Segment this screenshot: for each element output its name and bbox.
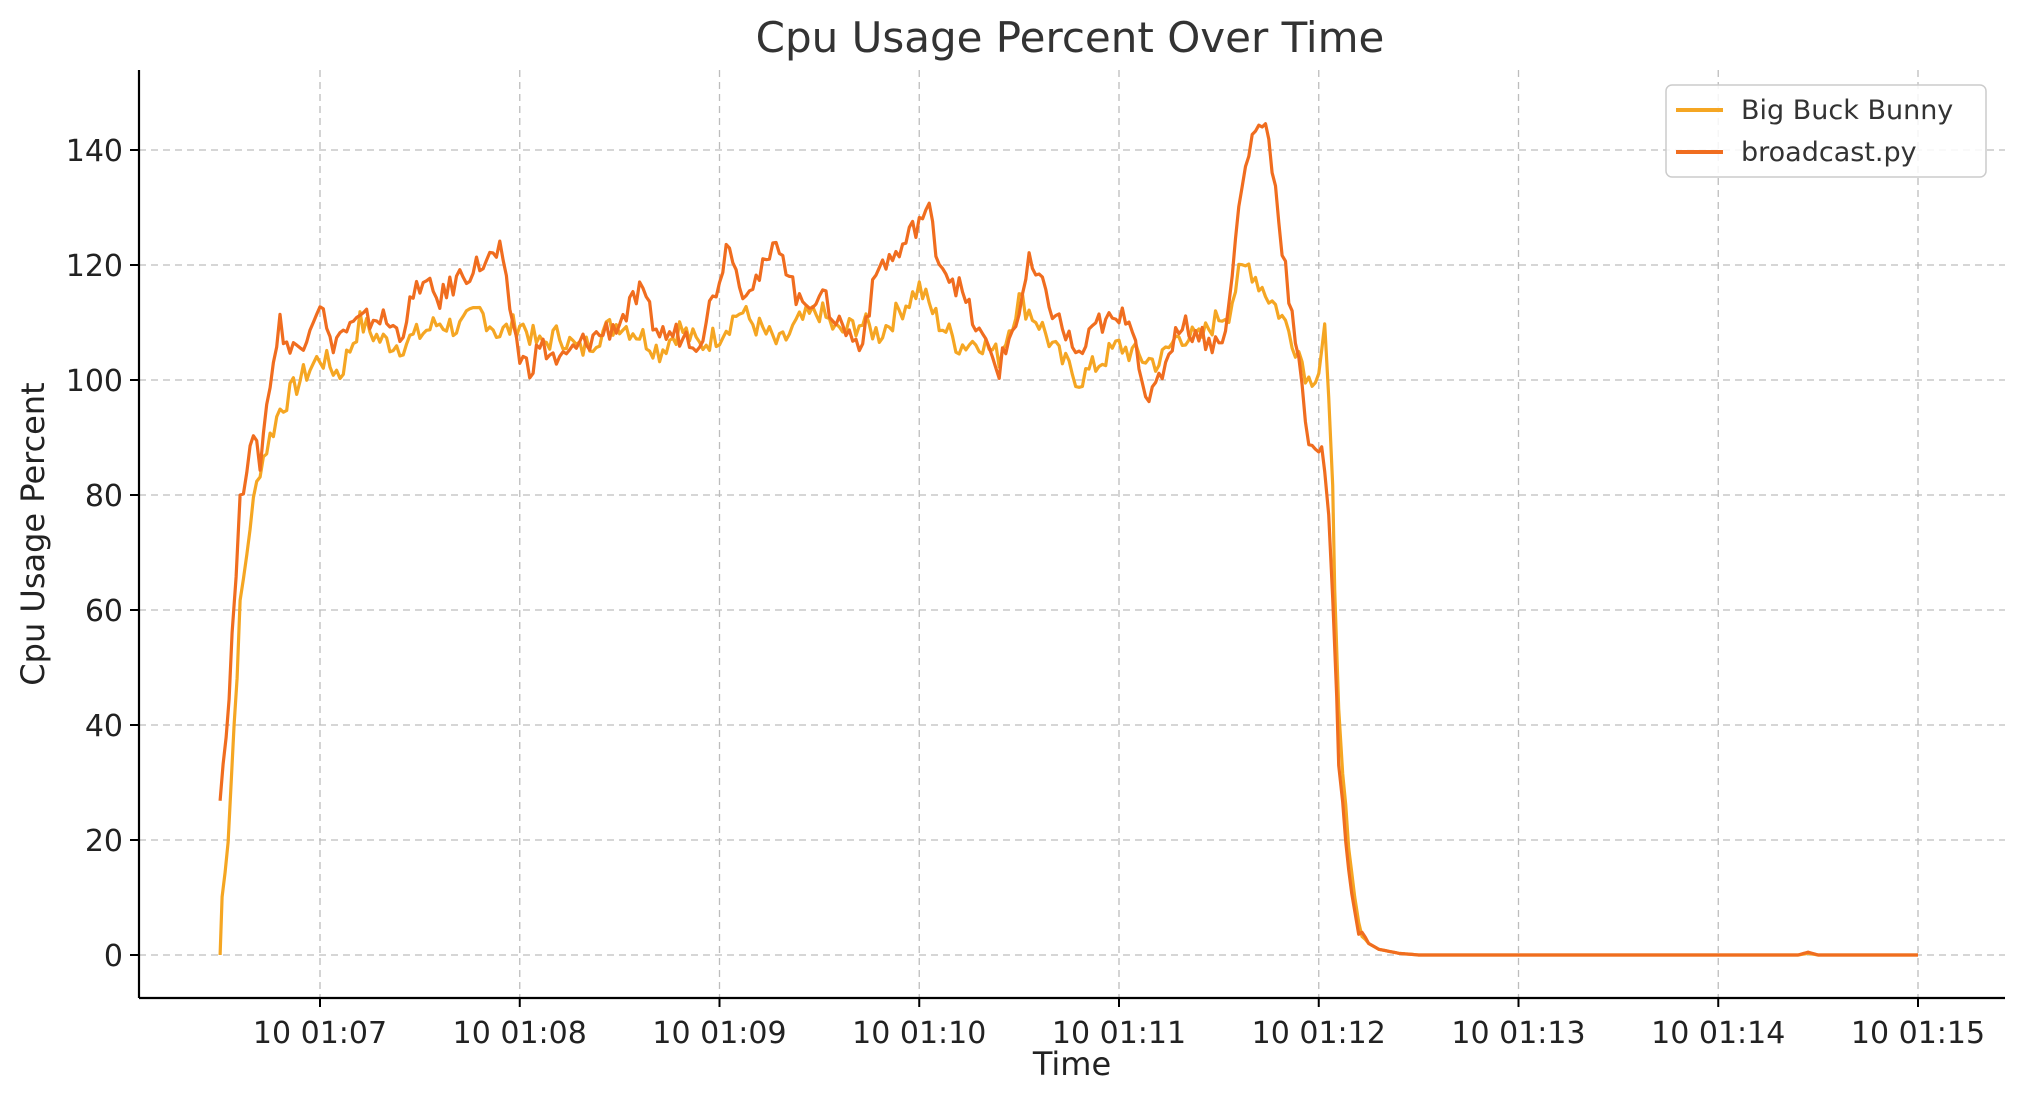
x-tick-label: 10 01:13 <box>1451 1016 1585 1051</box>
x-tick-label: 10 01:08 <box>453 1016 587 1051</box>
gridlines <box>139 70 2005 998</box>
x-tick-label: 10 01:07 <box>253 1016 387 1051</box>
y-tick-label: 20 <box>85 824 123 859</box>
y-ticks: 0 20 40 60 80 100 120 140 <box>66 134 139 974</box>
y-tick-label: 60 <box>85 594 123 629</box>
series-lines <box>218 122 1918 957</box>
x-tick-label: 10 01:14 <box>1651 1016 1785 1051</box>
x-axis-label: Time <box>1032 1045 1111 1083</box>
y-tick-label: 0 <box>104 939 123 974</box>
y-tick-label: 140 <box>66 134 123 169</box>
axes <box>137 70 2005 1000</box>
y-tick-label: 120 <box>66 249 123 284</box>
x-tick-label: 10 01:12 <box>1252 1016 1386 1051</box>
x-ticks: 10 01:07 10 01:08 10 01:09 10 01:10 10 01:11… <box>253 998 1985 1051</box>
series-line-1 <box>218 122 1918 957</box>
y-tick-label: 100 <box>66 364 123 399</box>
x-tick-label: 10 01:09 <box>652 1016 786 1051</box>
legend: Big Buck Bunny broadcast.py <box>1665 84 1987 178</box>
y-axis-label: Cpu Usage Percent <box>14 382 52 685</box>
legend-label: broadcast.py <box>1741 137 1917 168</box>
legend-box <box>1665 84 1987 178</box>
legend-label: Big Buck Bunny <box>1741 95 1953 126</box>
x-tick-label: 10 01:11 <box>1052 1016 1186 1051</box>
y-tick-label: 80 <box>85 479 123 514</box>
x-tick-label: 10 01:10 <box>852 1016 986 1051</box>
chart-title: Cpu Usage Percent Over Time <box>756 13 1385 62</box>
y-tick-label: 40 <box>85 709 123 744</box>
x-tick-label: 10 01:15 <box>1851 1016 1985 1051</box>
